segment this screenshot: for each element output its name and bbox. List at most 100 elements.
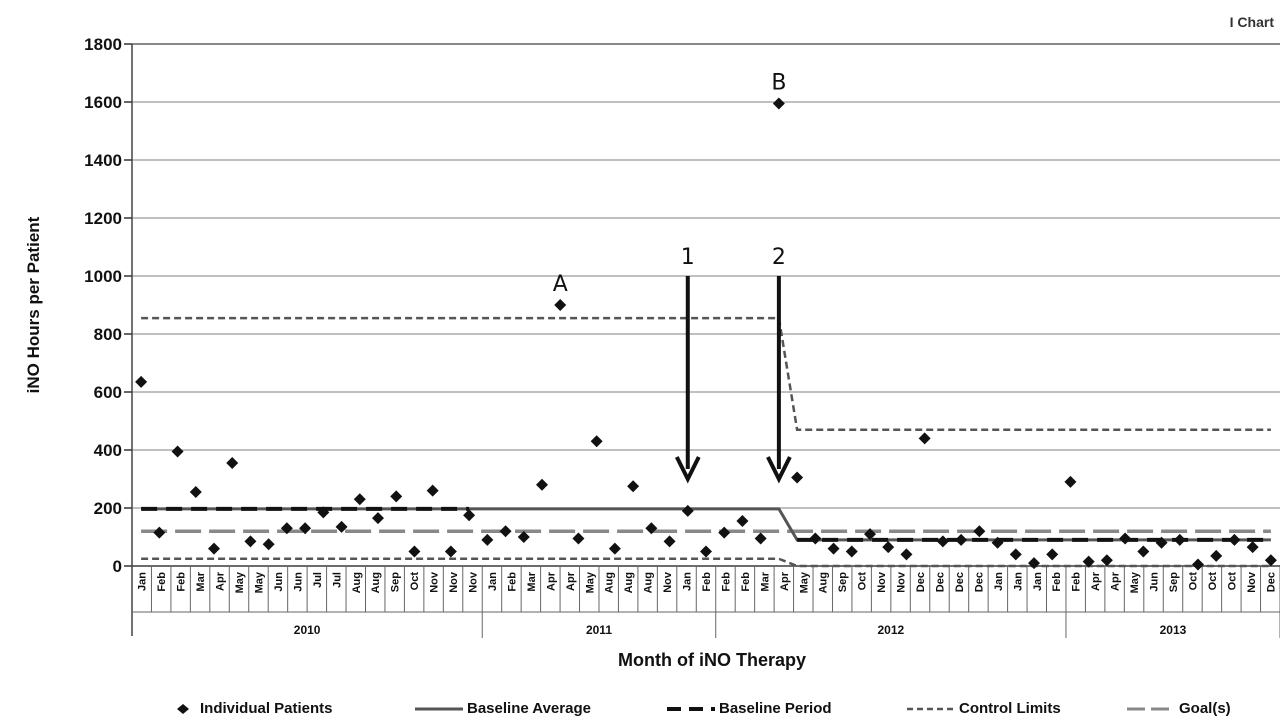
x-tick-label: May xyxy=(253,571,265,593)
year-label: 2013 xyxy=(1160,623,1187,637)
x-tick-label: May xyxy=(584,571,596,593)
x-tick-label: May xyxy=(798,571,810,593)
x-tick-label: Oct xyxy=(1207,572,1219,591)
patient-point xyxy=(499,525,512,538)
x-tick-label: Oct xyxy=(857,572,869,591)
x-tick-label: Jan xyxy=(682,572,694,591)
patient-point xyxy=(1155,536,1168,549)
patient-point xyxy=(390,490,403,503)
x-tick-label: Dec xyxy=(934,572,946,592)
patient-point xyxy=(280,522,293,535)
x-tick-label: Oct xyxy=(1226,572,1238,591)
x-tick-label: Feb xyxy=(1071,572,1083,592)
patient-point xyxy=(335,520,348,533)
legend-label: Control Limits xyxy=(959,700,1061,717)
y-axis-label: iNO Hours per Patient xyxy=(24,216,43,394)
patient-point xyxy=(1210,549,1223,562)
x-tick-label: Jun xyxy=(1149,572,1161,592)
diamond-marker-icon xyxy=(177,703,189,714)
patient-point xyxy=(608,542,621,555)
x-tick-label: Sep xyxy=(390,572,402,592)
y-tick-label: 1800 xyxy=(84,35,122,54)
x-tick-label: Nov xyxy=(429,571,441,593)
patient-point xyxy=(517,531,530,543)
patient-point xyxy=(572,532,585,545)
patient-point xyxy=(645,522,658,535)
dash-line-icon xyxy=(1127,707,1175,710)
patient-point xyxy=(827,542,840,555)
x-tick-label: Aug xyxy=(370,572,382,593)
patient-point xyxy=(554,299,567,311)
legend-label: Baseline Period xyxy=(719,700,832,717)
x-tick-label: Feb xyxy=(720,572,732,592)
x-tick-label: Feb xyxy=(156,572,168,592)
patient-point xyxy=(536,478,548,491)
x-tick-label: Jan xyxy=(137,572,149,591)
x-tick-label: Sep xyxy=(837,572,849,592)
x-tick-label: May xyxy=(1129,571,1141,593)
arrow-annotation-label: 2 xyxy=(772,245,786,270)
patient-point xyxy=(226,457,239,470)
x-tick-label: Mar xyxy=(759,571,771,591)
patient-point xyxy=(754,532,767,545)
x-tick-label: Jan xyxy=(1012,572,1024,591)
patient-point xyxy=(135,375,148,388)
y-tick-label: 1200 xyxy=(84,209,122,228)
legend-item-baseline-period: Baseline Period xyxy=(667,700,832,717)
x-tick-label: Nov xyxy=(896,571,908,593)
x-tick-label: Aug xyxy=(623,572,635,593)
patient-point xyxy=(791,471,804,484)
patient-point xyxy=(772,97,785,110)
series-points xyxy=(135,97,1277,571)
patient-point xyxy=(317,506,330,519)
x-tick-label: Nov xyxy=(662,571,674,593)
x-tick-label: May xyxy=(234,571,246,593)
patient-point xyxy=(590,435,603,448)
x-tick-label: Apr xyxy=(779,571,791,591)
y-tick-label: 400 xyxy=(94,441,122,460)
legend-item-control-limits: Control Limits xyxy=(907,700,1061,717)
arrow-annotation-label: 1 xyxy=(681,245,695,270)
x-axis-label: Month of iNO Therapy xyxy=(618,650,806,670)
patient-point xyxy=(1137,545,1150,558)
series-lines xyxy=(141,316,1271,568)
patient-point xyxy=(700,545,712,558)
patient-point xyxy=(1046,548,1059,561)
patient-point xyxy=(1192,558,1204,571)
x-tick-label: Aug xyxy=(818,572,830,593)
patient-point xyxy=(918,432,931,445)
patient-point xyxy=(845,545,858,558)
legend-item-baseline-average: Baseline Average xyxy=(415,700,591,717)
legend-item-goals: Goal(s) xyxy=(1127,700,1231,717)
y-axis: 0 200 400 600 800 1000 1200 1400 1600 1800 xyxy=(84,35,133,636)
x-tick-label: Feb xyxy=(701,572,713,592)
long-dash-line-icon xyxy=(667,706,715,711)
x-tick-label: Nov xyxy=(1246,571,1258,593)
patient-point xyxy=(208,542,220,555)
y-tick-label: 1000 xyxy=(84,267,122,286)
x-tick-label: Apr xyxy=(215,571,227,591)
y-tick-label: 600 xyxy=(94,383,122,402)
patient-point xyxy=(991,536,1004,549)
patient-point xyxy=(718,526,731,539)
patient-point xyxy=(1009,548,1022,561)
patient-point xyxy=(681,504,694,517)
patient-point xyxy=(299,522,312,535)
arrow-head xyxy=(766,456,792,484)
y-tick-label: 800 xyxy=(94,325,122,344)
patient-point xyxy=(864,528,876,541)
y-tick-label: 200 xyxy=(94,499,122,518)
x-tick-label: Feb xyxy=(1051,572,1063,592)
legend-item-individual-patients: Individual Patients xyxy=(170,700,333,717)
upper-control-limit-line xyxy=(141,316,1271,431)
lower-control-limit-line xyxy=(141,557,1271,568)
patient-point xyxy=(153,526,166,539)
patient-point xyxy=(973,525,986,538)
legend-label: Individual Patients xyxy=(200,700,333,717)
patient-point xyxy=(900,548,913,561)
x-axis: Jan Feb Feb Mar Apr May May Jun Jun Jul Jul Aug Aug S… xyxy=(132,565,1280,638)
patient-point xyxy=(262,538,275,551)
x-tick-label: Apr xyxy=(1090,571,1102,591)
patient-point xyxy=(936,535,949,548)
